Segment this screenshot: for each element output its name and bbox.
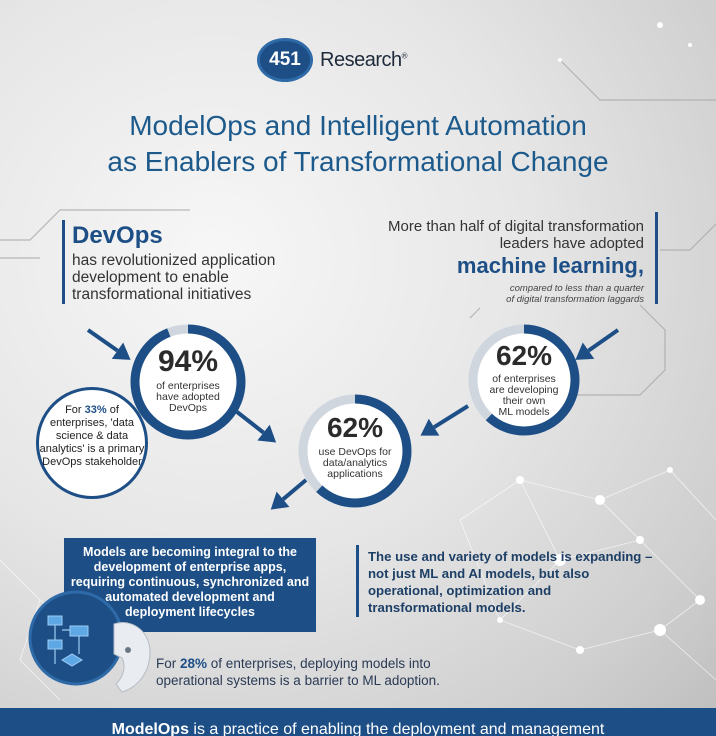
stat-label-line-3: DevOps [169,402,207,414]
variety-accent-bar [356,545,359,617]
stat-label: use DevOps for data/analytics applicatio… [296,447,414,480]
ml-footnote-line-1: compared to less than a quarter [509,283,644,294]
models-variety-text: The use and variety of models is expandi… [368,549,653,615]
devops-description: has revolutionized application developme… [72,252,276,303]
ml-keyword: machine learning, [457,253,644,279]
barrier-percent: 28% [180,656,208,671]
footer-text: is a practice of enabling the deployment… [188,721,605,736]
stat-label-line-2: are developing [489,384,559,396]
page-title-line-2: as Enablers of Transformational Change [107,146,609,177]
arrow-left-to-center [230,406,277,443]
logo-badge: 451 [257,38,313,82]
stat-label-line-1: use DevOps for [318,446,392,458]
stakeholder-callout: For 33% of enterprises, 'data science & … [36,387,148,499]
stat-label-line-1: of enterprises [492,373,556,385]
stat-value: 94% [157,345,219,378]
stat-devops-adoption: 94% of enterprises have adopted DevOps [128,322,248,442]
ml-keyword-text: machine learning [456,253,638,278]
stat-label-line-3: their own [502,395,546,407]
stakeholder-percent: 33% [84,404,107,416]
ml-keyword-comma: , [637,253,644,278]
stat-ml-models: 62% of enterprises are developing their … [466,322,582,438]
barrier-text: For 28% of enterprises, deploying models… [156,655,486,689]
progress-ring-62-ml [468,324,580,436]
arrow-center-to-box [270,478,308,510]
ml-accent-bar [655,212,658,304]
barrier-post: of enterprises, deploying models into op… [156,656,440,688]
logo-name: Research [320,49,402,71]
progress-ring-62-data [298,394,412,508]
stakeholder-text: of enterprises, 'data science & data ana… [39,404,145,468]
arrow-right-to-center [420,404,470,436]
stakeholder-pre: For [65,404,85,416]
devops-heading: DevOps [72,222,163,249]
stat-label-line-2: have adopted [156,391,220,403]
logo-wordmark: Research® [320,49,408,72]
ml-lead-text: More than half of digital transformation… [388,218,644,252]
progress-ring-94 [130,324,246,440]
logo-number: 451 [269,49,301,70]
robot-flowchart-illustration [28,590,151,693]
footer-bold: ModelOps [111,721,189,736]
devops-accent-bar [62,220,65,304]
ml-footnote: compared to less than a quarter of digit… [384,283,644,305]
logo-registered-mark: ® [401,51,408,61]
stat-label: of enterprises are developing their own … [466,374,582,418]
stat-label-line-4: ML models [498,406,550,418]
arrow-ml-to-stat [575,328,620,360]
ml-footnote-line-2: of digital transformation laggards [506,294,644,305]
stat-devops-data: 62% use DevOps for data/analytics applic… [296,392,414,510]
stat-label-line-2: data/analytics [322,457,388,469]
page-title-line-1: ModelOps and Intelligent Automation [129,110,587,141]
stat-value: 62% [495,340,553,371]
barrier-pre: For [156,656,181,671]
stat-label-line-1: of enterprises [156,380,220,392]
arrow-devops-to-stat [86,328,131,360]
stat-label-line-3: applications [327,468,383,480]
footer-banner: ModelOps is a practice of enabling the d… [0,708,716,736]
stat-label: of enterprises have adopted DevOps [128,381,248,414]
stat-value: 62% [326,412,384,443]
